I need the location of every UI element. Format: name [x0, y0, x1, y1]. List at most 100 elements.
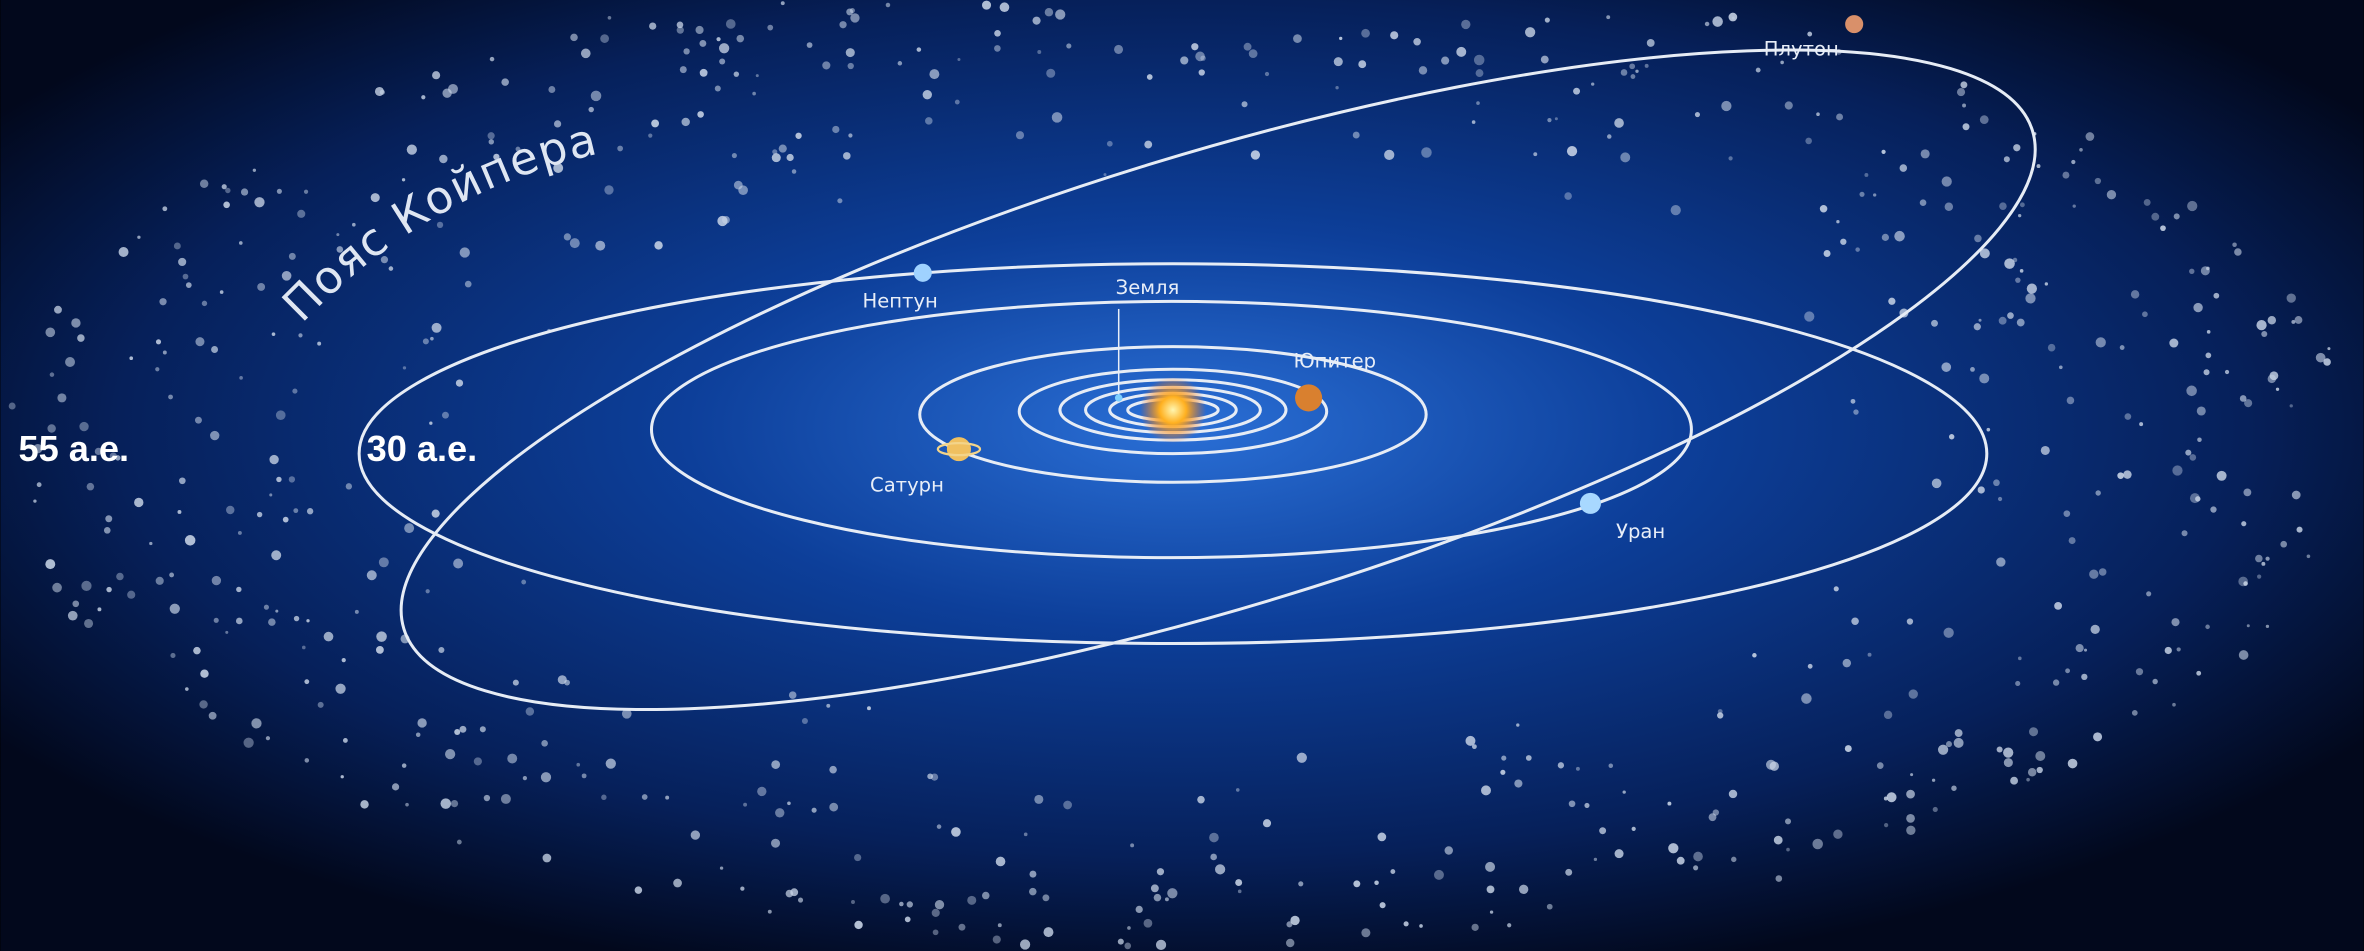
star	[1888, 297, 1896, 305]
star	[1475, 69, 1484, 78]
star	[1805, 137, 1812, 145]
star	[1486, 885, 1495, 894]
star	[1646, 39, 1655, 47]
star	[1144, 140, 1153, 149]
star	[456, 839, 462, 845]
star	[370, 193, 380, 203]
star	[922, 89, 932, 100]
star	[676, 21, 684, 29]
star	[1853, 409, 1859, 415]
star	[2066, 396, 2075, 405]
star	[129, 356, 134, 361]
star	[542, 853, 552, 863]
star	[885, 2, 891, 8]
star	[155, 367, 160, 372]
star	[2013, 144, 2021, 152]
star	[1693, 851, 1703, 862]
star	[1731, 856, 1737, 863]
star	[1130, 843, 1135, 848]
star	[1775, 875, 1783, 882]
star	[2172, 702, 2176, 707]
star	[525, 707, 535, 716]
star	[1262, 819, 1272, 828]
star	[1780, 60, 1784, 65]
star	[1607, 134, 1612, 139]
star	[1565, 868, 1573, 876]
star	[500, 793, 511, 804]
star	[1293, 34, 1302, 43]
star	[651, 119, 660, 128]
star	[1953, 737, 1964, 748]
star	[239, 376, 243, 380]
star	[106, 586, 112, 593]
star	[2146, 591, 2152, 597]
star	[118, 247, 129, 257]
star	[1043, 927, 1054, 938]
star	[184, 535, 196, 546]
star	[1859, 191, 1865, 197]
star	[1374, 880, 1379, 885]
star	[2173, 213, 2180, 220]
star	[767, 24, 774, 31]
star	[445, 749, 456, 760]
star	[2185, 449, 2192, 456]
star	[1951, 785, 1957, 791]
star	[1361, 28, 1370, 38]
star	[673, 878, 682, 888]
star	[2027, 768, 2037, 777]
star	[1191, 43, 1199, 51]
star	[740, 886, 745, 891]
star	[1844, 745, 1852, 753]
star	[275, 410, 286, 421]
star	[336, 246, 344, 253]
star	[431, 322, 442, 333]
star	[2206, 266, 2210, 271]
star	[1339, 36, 1343, 41]
star	[375, 645, 384, 654]
star	[1970, 366, 1975, 372]
star	[2291, 319, 2296, 324]
star	[2306, 554, 2311, 559]
star	[1993, 479, 2000, 487]
star	[454, 728, 461, 736]
star	[251, 718, 262, 729]
star	[1644, 63, 1649, 68]
star	[1418, 66, 1428, 75]
stars	[8, 0, 2331, 950]
star	[997, 923, 1002, 928]
star	[795, 132, 802, 139]
star	[2003, 758, 2013, 768]
star	[1823, 250, 1831, 257]
star	[1566, 146, 1578, 157]
star	[1769, 761, 1779, 771]
star	[2261, 561, 2266, 566]
star	[323, 631, 334, 642]
star	[1063, 800, 1072, 810]
jupiter	[1295, 384, 1323, 412]
star	[522, 776, 528, 781]
star	[2075, 643, 2084, 653]
star	[2206, 330, 2211, 334]
star	[580, 48, 591, 59]
star	[1676, 856, 1685, 865]
star	[967, 895, 977, 905]
star	[1286, 921, 1293, 928]
star	[1019, 939, 1031, 950]
star	[208, 711, 217, 720]
star	[2323, 358, 2331, 366]
star	[897, 61, 903, 66]
star	[116, 572, 124, 581]
star	[442, 88, 452, 98]
star	[771, 153, 781, 163]
star	[1500, 769, 1506, 775]
star	[1485, 861, 1496, 872]
star	[2181, 530, 2188, 537]
star	[699, 39, 707, 47]
star	[847, 62, 854, 70]
star	[1704, 21, 1710, 27]
star	[2286, 293, 2296, 303]
star	[1384, 149, 1395, 161]
star	[297, 209, 306, 218]
star	[1593, 857, 1598, 862]
